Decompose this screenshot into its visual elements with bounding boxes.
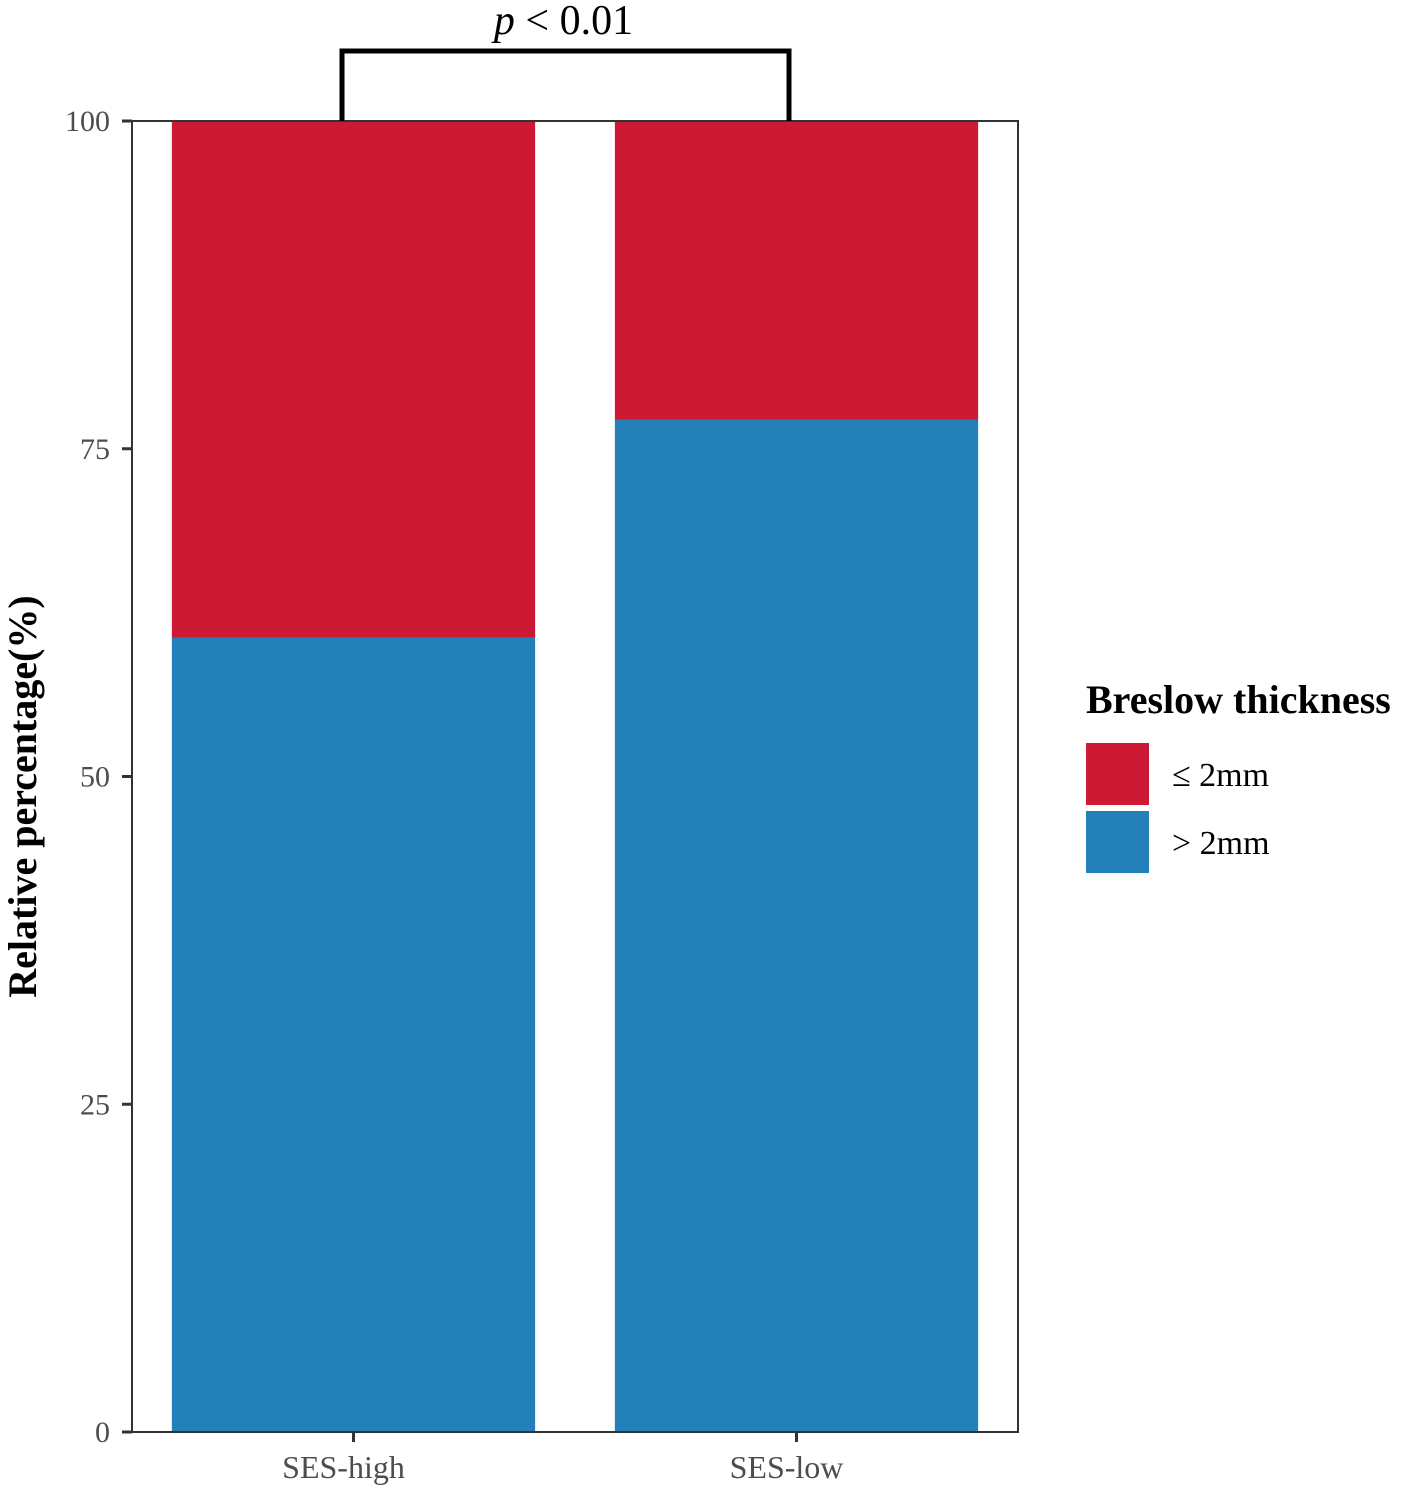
bar-ses-low-series-0 — [614, 419, 979, 1433]
p-value-label: p < 0.01 — [491, 0, 633, 44]
y-tick-label: 75 — [80, 433, 110, 466]
y-tick-label: 25 — [80, 1088, 110, 1121]
x-axis: SES-high SES-low — [282, 1432, 843, 1485]
bars-group — [171, 121, 979, 1433]
legend-title: Breslow thickness — [1086, 677, 1391, 722]
y-axis-title: Relative percentage(%) — [0, 595, 45, 997]
y-axis: 0 25 50 75 100 — [65, 105, 132, 1449]
legend-label: > 2mm — [1172, 825, 1270, 862]
significance-annotation: p < 0.01 — [339, 0, 792, 121]
legend-swatch — [1086, 743, 1149, 805]
legend: Breslow thickness ≤ 2mm > 2mm — [1086, 677, 1391, 873]
y-tick-label: 50 — [80, 761, 110, 794]
significance-bracket — [339, 48, 792, 121]
y-tick-label: 100 — [65, 105, 110, 138]
p-threshold: < 0.01 — [515, 0, 633, 44]
legend-swatch — [1086, 811, 1149, 873]
x-tick-label: SES-high — [282, 1449, 405, 1485]
bar-ses-low-series-1 — [614, 121, 979, 420]
bar-ses-high-series-1 — [171, 121, 536, 638]
x-tick-label: SES-low — [730, 1449, 844, 1485]
y-tick-label: 0 — [95, 1416, 110, 1449]
p-symbol: p — [491, 0, 515, 44]
bar-ses-high-series-0 — [171, 637, 536, 1432]
legend-label: ≤ 2mm — [1172, 757, 1269, 794]
